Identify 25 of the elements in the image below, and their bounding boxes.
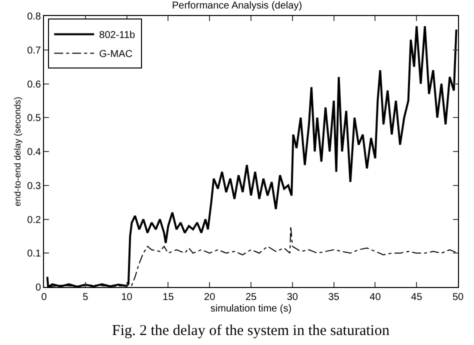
y-tick-label: 0.4 bbox=[27, 147, 42, 158]
x-tick-label: 30 bbox=[286, 292, 298, 303]
x-axis-title: simulation time (s) bbox=[210, 304, 292, 314]
legend-label: 802-11b bbox=[99, 30, 136, 42]
chart-title: Performance Analysis (delay) bbox=[172, 0, 302, 12]
y-tick-label: 0.1 bbox=[27, 248, 42, 260]
y-tick-label: 0.8 bbox=[27, 12, 42, 22]
x-tick-label: 50 bbox=[452, 292, 464, 303]
caption: Fig. 2 the delay of the system in the saturation bbox=[112, 323, 390, 339]
x-tick-label: 5 bbox=[82, 292, 89, 303]
y-tick-label: 0.3 bbox=[27, 180, 42, 192]
x-tick-label: 15 bbox=[162, 292, 174, 303]
x-tick-label: 20 bbox=[204, 292, 216, 303]
legend-label: G-MAC bbox=[99, 49, 132, 60]
y-axis-title: end-to-end delay (seconds) bbox=[12, 96, 22, 206]
x-tick-label: 35 bbox=[328, 292, 340, 303]
x-tick-label: 10 bbox=[121, 292, 133, 303]
y-tick-label: 0 bbox=[35, 282, 42, 294]
y-tick-label: 0.2 bbox=[27, 214, 42, 226]
y-tick-label: 0.5 bbox=[27, 113, 42, 124]
x-tick-label: 45 bbox=[411, 292, 423, 303]
x-tick-label: 25 bbox=[245, 292, 257, 303]
y-tick-label: 0.6 bbox=[27, 79, 42, 90]
y-tick-label: 0.7 bbox=[27, 45, 42, 56]
x-tick-label: 40 bbox=[370, 292, 382, 303]
